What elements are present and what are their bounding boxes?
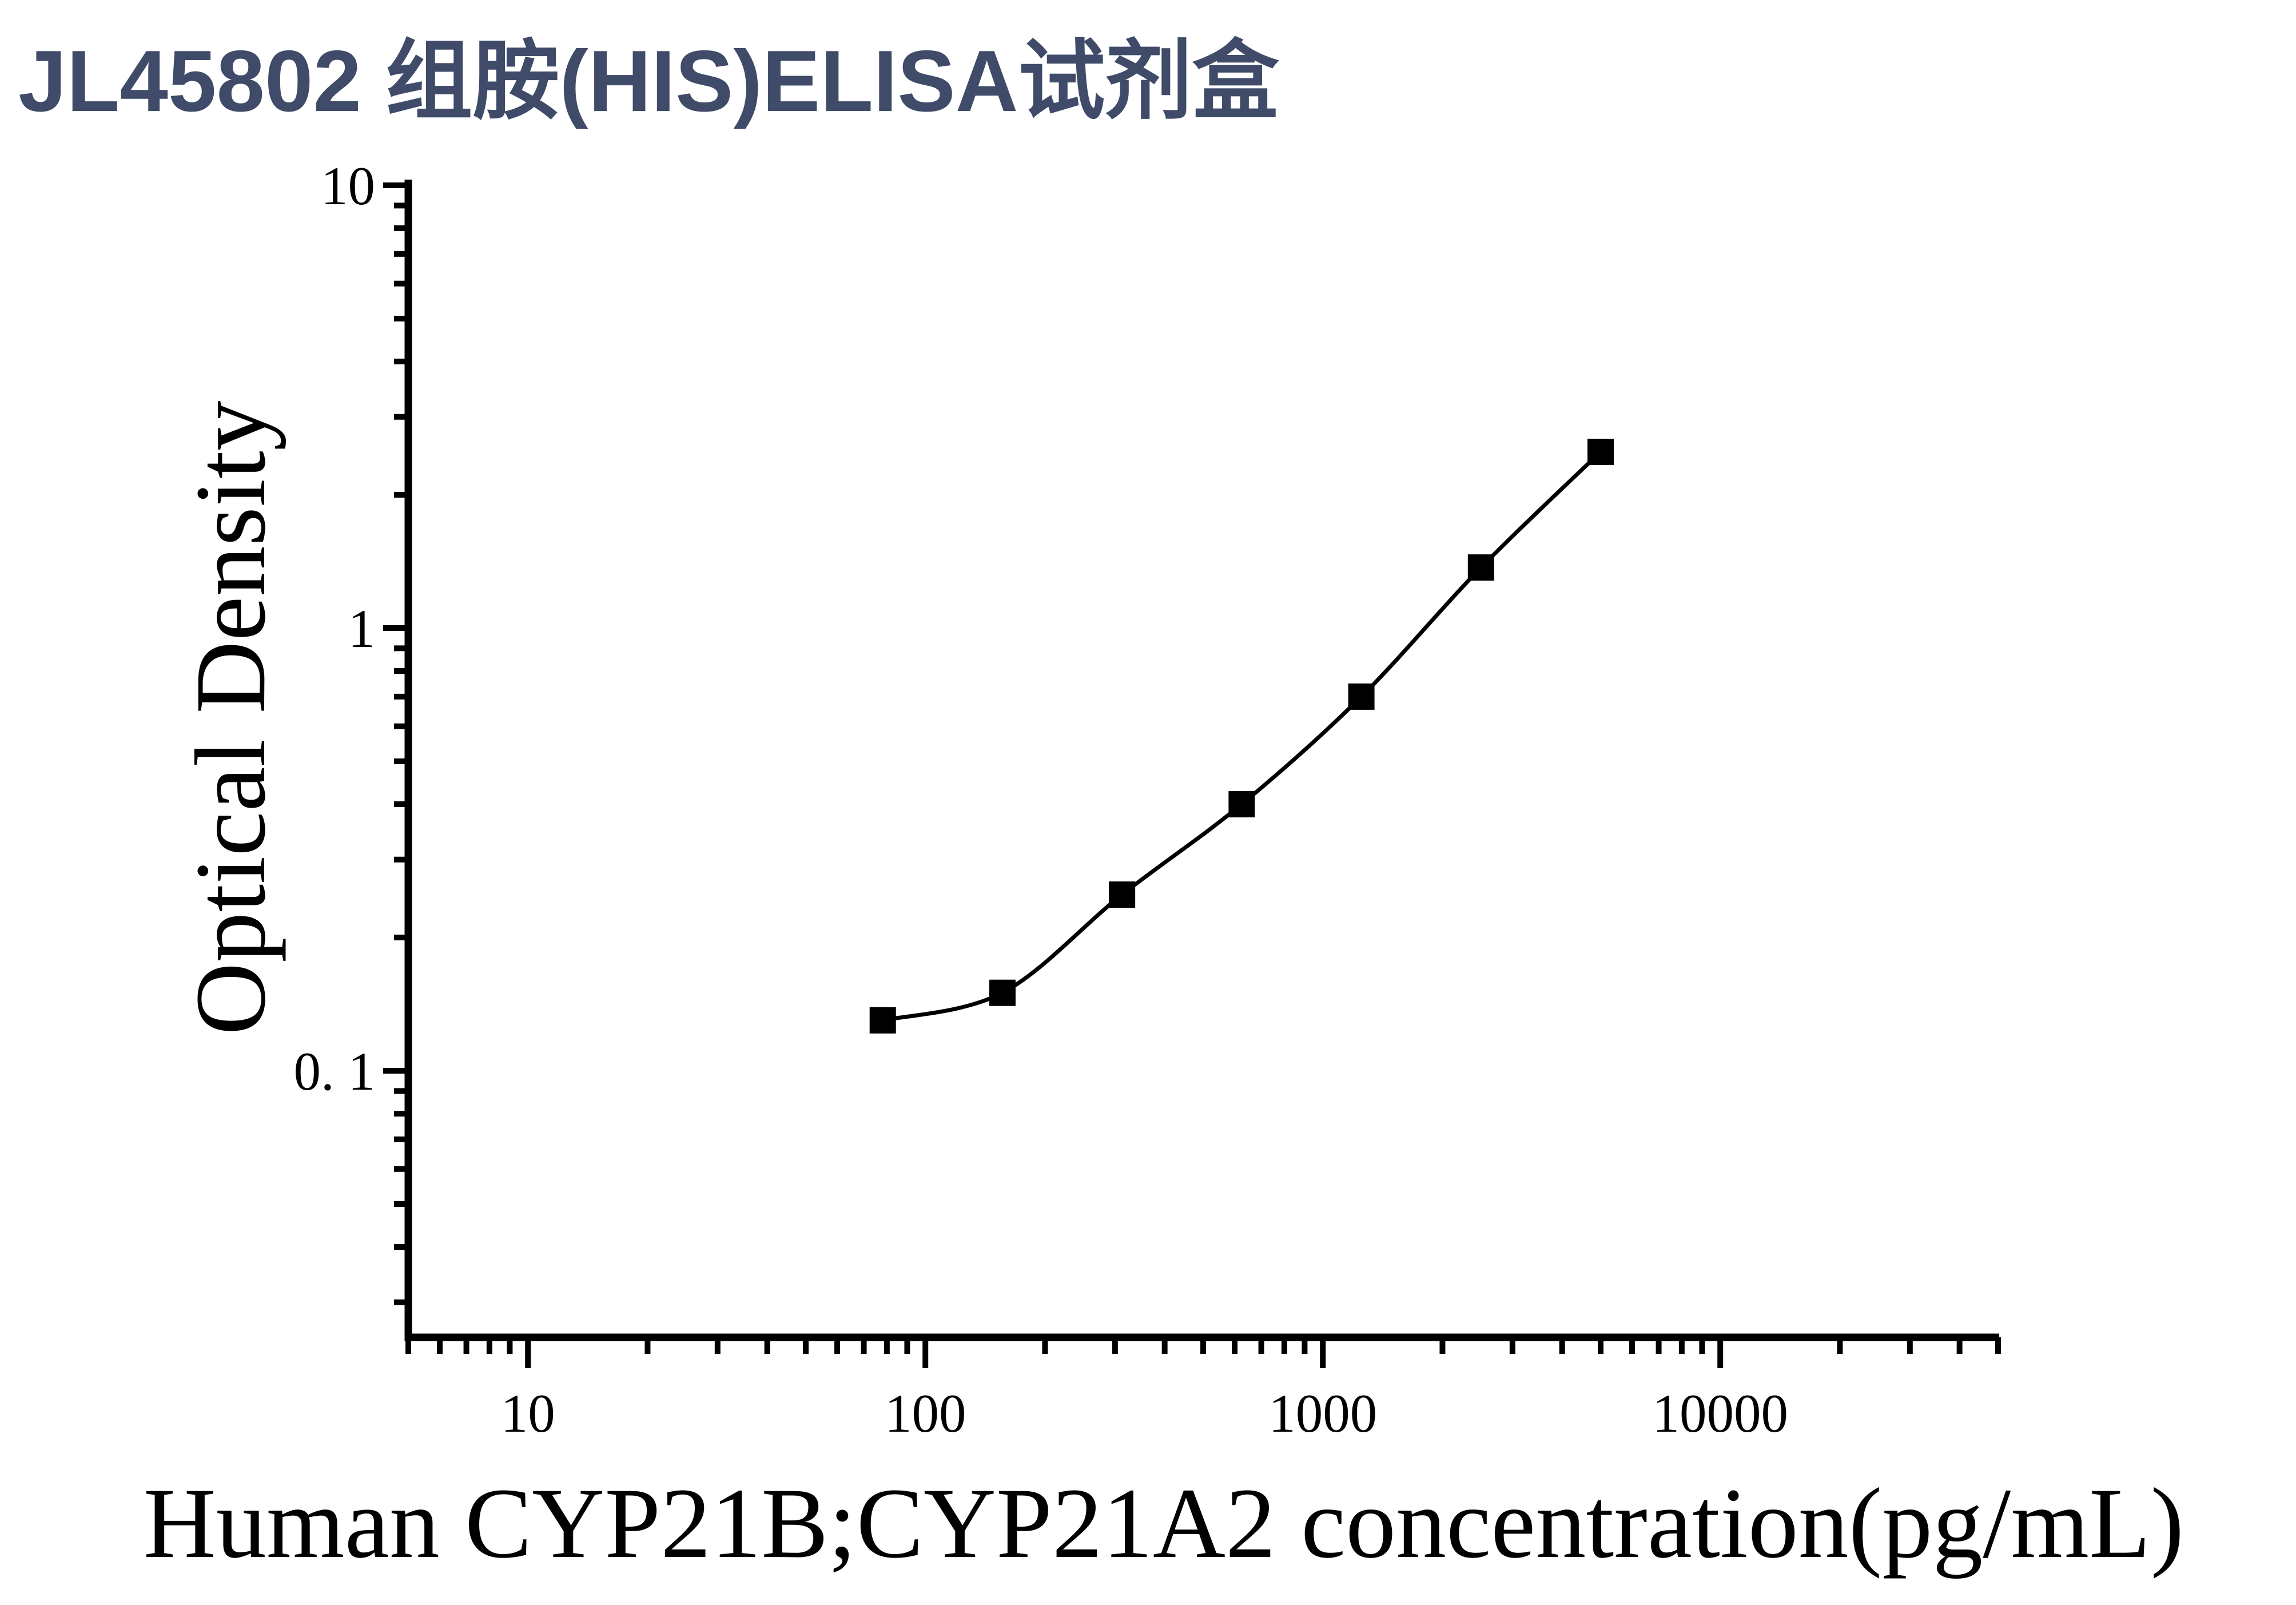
- standard-curve-line: [882, 450, 1602, 1023]
- data-point-marker: [1109, 881, 1136, 908]
- data-point-marker: [869, 1007, 896, 1034]
- data-point-marker: [989, 979, 1016, 1006]
- y-tick-label: 0. 1: [294, 1041, 376, 1102]
- x-tick-label: 10000: [1652, 1383, 1788, 1444]
- y-tick-label: 1: [348, 598, 376, 659]
- data-point-marker: [1228, 791, 1255, 818]
- x-tick-label: 100: [885, 1383, 966, 1444]
- x-axis-title: Human CYP21B;CYP21A2 concentration(pg/mL…: [144, 1468, 2184, 1579]
- x-tick-label: 10: [501, 1383, 555, 1444]
- data-point-marker: [1467, 554, 1494, 581]
- y-axis-title: Optical Density: [175, 400, 286, 1035]
- data-point-marker: [1348, 683, 1375, 710]
- page-title: JL45802 组胺(HIS)ELISA试剂盒: [18, 33, 1279, 130]
- y-tick-label: 10: [321, 156, 375, 216]
- data-point-marker: [1587, 439, 1614, 465]
- x-tick-label: 1000: [1268, 1383, 1377, 1444]
